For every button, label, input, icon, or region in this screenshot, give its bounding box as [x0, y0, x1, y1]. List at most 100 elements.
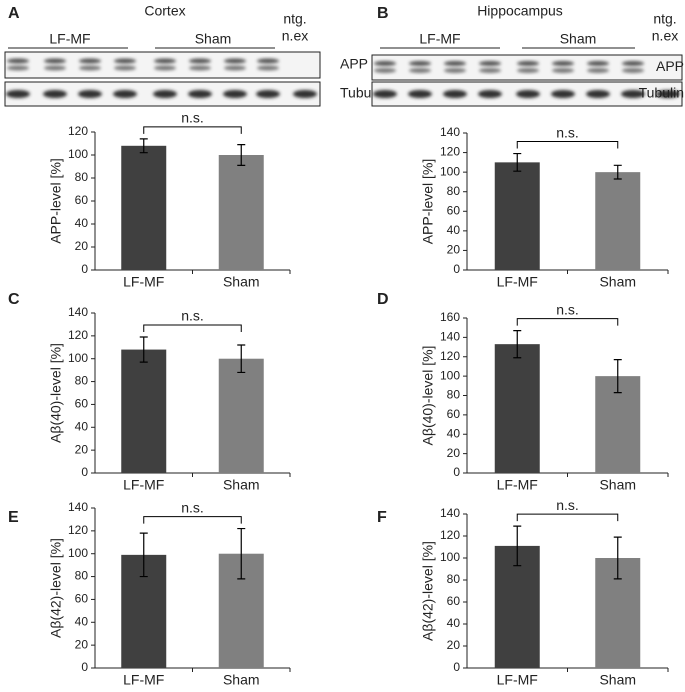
band [257, 65, 279, 71]
y-tick-label: 140 [68, 305, 88, 319]
group-label: LF-MF [49, 31, 90, 47]
control-label: ntg. [653, 11, 676, 27]
y-tick-label: 100 [68, 546, 88, 560]
blot-box [4, 51, 321, 79]
band [656, 90, 680, 98]
band [552, 68, 574, 73]
group-label: LF-MF [419, 31, 460, 47]
band [153, 90, 177, 98]
band [587, 61, 609, 66]
band [7, 58, 29, 64]
band [256, 90, 280, 98]
band [621, 90, 645, 98]
bar [218, 358, 264, 473]
significance-bracket [516, 513, 619, 522]
y-tick-label: 140 [440, 330, 460, 344]
error-bar [237, 144, 246, 166]
y-tick-label: 20 [447, 638, 461, 652]
band [622, 68, 644, 73]
x-tick-label: Sham [223, 672, 260, 688]
blot-title: Hippocampus [477, 3, 563, 19]
bar [218, 155, 264, 270]
band [114, 65, 136, 71]
y-tick-label: 120 [440, 145, 460, 159]
band [79, 58, 101, 64]
y-tick-label: 40 [75, 614, 89, 628]
y-tick-label: 120 [68, 124, 88, 138]
band [6, 90, 30, 98]
band [479, 61, 501, 66]
x-tick-label: Sham [599, 477, 636, 493]
bar [595, 172, 641, 270]
y-tick-label: 0 [81, 465, 88, 479]
y-tick-label: 140 [68, 500, 88, 514]
y-tick-label: 20 [75, 239, 89, 253]
band [44, 58, 66, 64]
significance-label: n.s. [181, 499, 204, 515]
band [409, 61, 431, 66]
panel-letter: B [377, 5, 389, 22]
control-label: n.ex [652, 28, 678, 44]
blot-title: Cortex [144, 3, 185, 19]
band [154, 65, 176, 71]
y-tick-label: 100 [440, 164, 460, 178]
y-tick-label: 20 [447, 446, 461, 460]
row-label: APP [656, 58, 684, 74]
y-tick-label: 100 [68, 147, 88, 161]
y-axis-label: APP-level [%] [48, 158, 64, 244]
y-tick-label: 0 [453, 262, 460, 276]
y-axis-label: Aβ(42)-level [%] [48, 538, 64, 638]
x-tick-label: LF-MF [123, 477, 164, 493]
bar [494, 344, 540, 473]
y-tick-label: 0 [81, 262, 88, 276]
y-tick-label: 60 [75, 193, 89, 207]
band [373, 90, 397, 98]
y-tick-label: 120 [440, 349, 460, 363]
band [478, 90, 502, 98]
band [154, 58, 176, 64]
significance-bracket [516, 141, 619, 149]
y-tick-label: 60 [447, 594, 461, 608]
band [586, 90, 610, 98]
band [79, 65, 101, 71]
y-tick-label: 60 [447, 407, 461, 421]
band [517, 68, 539, 73]
bar [121, 349, 167, 473]
band [444, 61, 466, 66]
error-bar [613, 164, 622, 180]
band [374, 61, 396, 66]
y-tick-label: 0 [453, 660, 460, 674]
band [223, 90, 247, 98]
y-tick-label: 80 [447, 388, 461, 402]
y-tick-label: 20 [75, 637, 89, 651]
error-bar [513, 152, 522, 172]
significance-label: n.s. [556, 301, 579, 317]
significance-label: n.s. [556, 124, 579, 140]
error-bar [139, 532, 148, 578]
y-tick-label: 80 [447, 572, 461, 586]
band [408, 90, 432, 98]
band [551, 90, 575, 98]
y-tick-label: 20 [447, 243, 461, 257]
band [409, 68, 431, 73]
y-tick-label: 40 [447, 223, 461, 237]
band [224, 65, 246, 71]
band [224, 58, 246, 64]
band [374, 68, 396, 73]
panel-letter: C [8, 291, 20, 308]
significance-bracket [143, 516, 242, 524]
y-tick-label: 120 [440, 528, 460, 542]
group-label: Sham [560, 31, 597, 47]
significance-bracket [516, 318, 619, 326]
error-bar [237, 344, 246, 374]
band [7, 65, 29, 71]
significance-label: n.s. [181, 110, 204, 126]
band [189, 58, 211, 64]
band [444, 68, 466, 73]
blot-box [371, 54, 683, 81]
control-label: n.ex [282, 28, 308, 44]
y-tick-label: 20 [75, 442, 89, 456]
error-bar [139, 138, 148, 154]
y-axis-label: Aβ(40)-level [%] [48, 343, 64, 443]
error-bar [139, 336, 148, 363]
